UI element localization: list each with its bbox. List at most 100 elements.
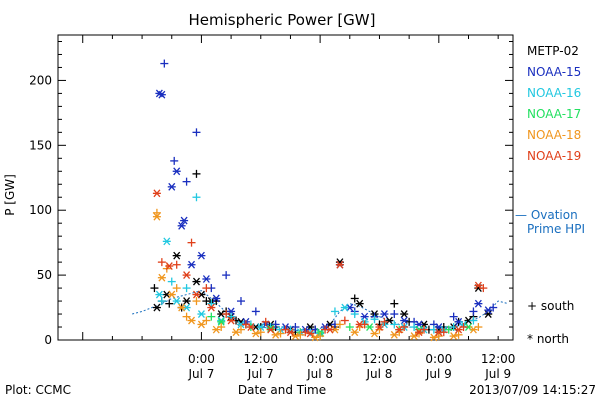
star-d2	[178, 221, 186, 230]
south-point	[345, 323, 354, 332]
legend-ovation-line1: — Ovation	[515, 208, 578, 222]
north-point	[469, 325, 478, 334]
north-point	[256, 323, 265, 331]
y-axis-label: P [GW]	[3, 174, 17, 216]
star-d2	[212, 325, 220, 334]
legend-north: * north	[527, 332, 569, 346]
north-point	[380, 310, 389, 318]
star-d2	[410, 332, 418, 341]
south-point	[390, 299, 399, 308]
north-point	[152, 303, 161, 312]
legend-south: + south	[527, 299, 574, 313]
north-point	[187, 316, 196, 325]
south-point	[150, 284, 159, 293]
south-point	[390, 320, 399, 329]
x-tick-date: Jul 7	[247, 367, 274, 381]
star-d2	[351, 328, 359, 337]
x-tick-time: 0:00	[307, 352, 334, 366]
star-d2	[173, 167, 181, 176]
south-point	[222, 310, 231, 319]
legend-ovation-line2: Prime HPI	[527, 222, 585, 236]
south-point	[187, 238, 196, 247]
north-point	[350, 328, 359, 337]
star-d2	[217, 310, 225, 318]
south-point	[182, 177, 191, 186]
south-point	[335, 320, 344, 329]
legend-entry: NOAA-17	[527, 107, 581, 121]
star-d2	[336, 260, 344, 269]
north-point	[370, 329, 379, 338]
y-tick-label: 0	[44, 333, 52, 347]
south-point	[340, 316, 349, 325]
north-point	[155, 290, 164, 299]
star-d2	[455, 317, 463, 326]
north-point	[375, 323, 384, 331]
south-point	[222, 271, 231, 280]
south-point	[236, 297, 245, 306]
star-d2	[469, 325, 477, 334]
south-point	[207, 312, 216, 321]
north-point	[311, 333, 320, 342]
south-point	[350, 310, 359, 319]
y-tick-label: 50	[37, 268, 52, 282]
star-d2	[158, 273, 166, 282]
south-point	[192, 297, 201, 306]
star-d2	[380, 310, 388, 318]
north-point	[180, 216, 189, 225]
star-d2	[247, 323, 255, 331]
south-point	[276, 329, 285, 338]
south-point	[330, 307, 339, 316]
north-point	[474, 299, 483, 308]
chart-title: Hemispheric Power [GW]	[189, 11, 376, 29]
north-point	[355, 299, 364, 308]
star-d2	[163, 237, 171, 246]
north-point	[167, 182, 176, 191]
south-point	[182, 312, 191, 321]
north-point	[449, 332, 458, 341]
star-d2	[252, 323, 260, 331]
star-d2	[400, 310, 408, 318]
star-d2	[168, 290, 176, 299]
south-point	[192, 193, 201, 202]
star-d2	[484, 306, 492, 315]
star-d2	[153, 212, 161, 221]
star-d2	[197, 251, 205, 260]
star-d2	[217, 316, 225, 325]
south-point	[454, 330, 463, 339]
star-d2	[202, 275, 210, 283]
north-point	[415, 328, 424, 337]
star-d2	[155, 290, 163, 299]
north-point	[355, 320, 364, 329]
star-d2	[306, 329, 314, 338]
north-point	[192, 277, 201, 286]
star-d2	[183, 303, 191, 312]
star-d2	[291, 332, 299, 341]
y-tick-label: 100	[29, 203, 52, 217]
legend-entry: NOAA-15	[527, 65, 581, 79]
south-point	[449, 312, 458, 321]
star-d2	[183, 297, 191, 305]
star-d2	[212, 294, 220, 303]
star-d2	[272, 330, 280, 339]
south-point	[469, 316, 478, 325]
star-d2	[311, 333, 319, 342]
north-point	[177, 221, 186, 230]
north-point	[157, 273, 166, 282]
star-d2	[168, 182, 176, 191]
south-point	[167, 277, 176, 286]
south-point	[227, 312, 236, 321]
north-point	[335, 260, 344, 269]
north-point	[474, 281, 483, 290]
north-point	[484, 310, 493, 318]
star-d2	[331, 325, 339, 334]
star-d2	[188, 260, 196, 269]
north-point	[266, 324, 275, 333]
star-d2	[192, 277, 200, 286]
footer-source: Plot: CCMC	[5, 383, 71, 397]
star-d2	[366, 323, 374, 331]
north-point	[202, 275, 211, 283]
star-d2	[341, 303, 349, 312]
x-tick-time: 12:00	[362, 352, 397, 366]
star-d2	[395, 325, 403, 334]
